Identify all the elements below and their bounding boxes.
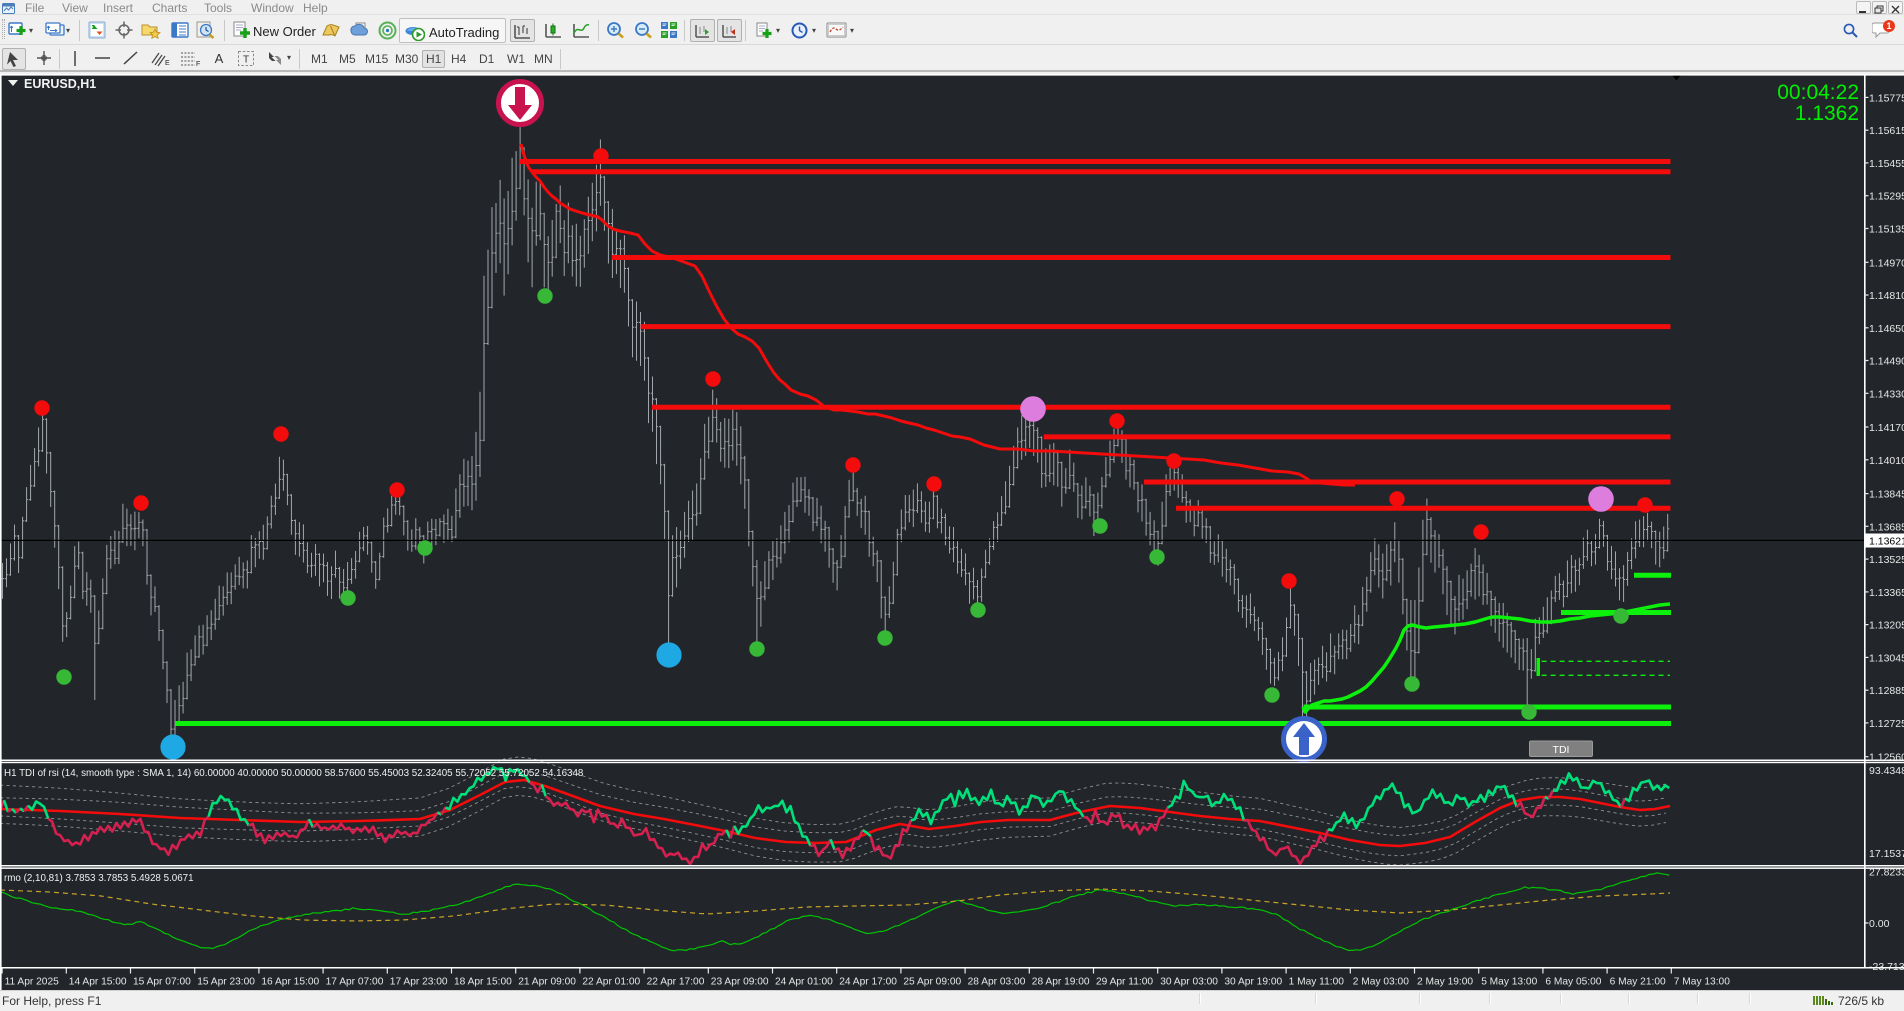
svg-text:17 Apr 07:00: 17 Apr 07:00 [326, 977, 384, 988]
svg-text:30 Apr 19:00: 30 Apr 19:00 [1224, 977, 1282, 988]
svg-text:1.14170: 1.14170 [1869, 422, 1904, 434]
svg-text:29 Apr 11:00: 29 Apr 11:00 [1096, 977, 1153, 988]
svg-text:1.13845: 1.13845 [1869, 489, 1904, 501]
svg-text:1.14970: 1.14970 [1869, 257, 1904, 269]
svg-text:28 Apr 03:00: 28 Apr 03:00 [968, 977, 1026, 988]
svg-text:22 Apr 01:00: 22 Apr 01:00 [582, 977, 640, 988]
svg-text:1.13685: 1.13685 [1869, 521, 1904, 533]
svg-text:23 Apr 09:00: 23 Apr 09:00 [711, 977, 769, 988]
svg-text:1.14650: 1.14650 [1869, 323, 1904, 335]
svg-text:1.13525: 1.13525 [1869, 554, 1904, 566]
svg-text:EURUSD,H1: EURUSD,H1 [24, 77, 96, 91]
svg-text:0.00: 0.00 [1869, 918, 1890, 930]
svg-text:1 May 11:00: 1 May 11:00 [1289, 977, 1345, 988]
svg-text:2 May 19:00: 2 May 19:00 [1417, 977, 1473, 988]
svg-text:1.15135: 1.15135 [1869, 224, 1904, 236]
svg-text:1.14010: 1.14010 [1869, 455, 1904, 467]
svg-text:1.13205: 1.13205 [1869, 620, 1904, 632]
svg-text:7 May 13:00: 7 May 13:00 [1674, 977, 1730, 988]
svg-text:1.15615: 1.15615 [1869, 125, 1904, 137]
svg-text:24 Apr 17:00: 24 Apr 17:00 [839, 977, 897, 988]
svg-text:00:04:22: 00:04:22 [1777, 81, 1859, 104]
svg-text:rmo (2,10,81) 3.7853 3.7853 5.: rmo (2,10,81) 3.7853 3.7853 5.4928 5.067… [4, 873, 194, 884]
svg-text:A: A [215, 51, 224, 66]
svg-text:6 May 05:00: 6 May 05:00 [1545, 977, 1601, 988]
svg-text:28 Apr 19:00: 28 Apr 19:00 [1032, 977, 1090, 988]
svg-text:22 Apr 17:00: 22 Apr 17:00 [647, 977, 705, 988]
svg-text:1.15455: 1.15455 [1869, 158, 1904, 170]
svg-text:TDI: TDI [1553, 744, 1570, 756]
svg-text:21 Apr 09:00: 21 Apr 09:00 [518, 977, 576, 988]
svg-text:24 Apr 01:00: 24 Apr 01:00 [775, 977, 833, 988]
svg-text:1.14810: 1.14810 [1869, 290, 1904, 302]
svg-text:18 Apr 15:00: 18 Apr 15:00 [454, 977, 512, 988]
svg-text:1.14490: 1.14490 [1869, 356, 1904, 368]
svg-text:T: T [243, 55, 249, 66]
svg-text:1.15295: 1.15295 [1869, 191, 1904, 203]
svg-text:6 May 21:00: 6 May 21:00 [1610, 977, 1666, 988]
svg-text:1.15775: 1.15775 [1869, 92, 1904, 104]
svg-text:15 Apr 07:00: 15 Apr 07:00 [133, 977, 191, 988]
svg-text:1.1362: 1.1362 [1795, 102, 1859, 125]
svg-text:11 Apr 2025: 11 Apr 2025 [5, 977, 60, 988]
svg-text:2 May 03:00: 2 May 03:00 [1353, 977, 1409, 988]
svg-text:1.12560: 1.12560 [1869, 752, 1904, 764]
svg-text:H1 TDI of rsi (14, smooth typ: H1 TDI of rsi (14, smooth type : SMA 1, … [4, 768, 584, 779]
svg-text:1.13621: 1.13621 [1869, 536, 1904, 548]
svg-text:17 Apr 23:00: 17 Apr 23:00 [390, 977, 448, 988]
svg-text:E: E [165, 60, 170, 67]
svg-text:1.13365: 1.13365 [1869, 587, 1904, 599]
svg-text:14 Apr 15:00: 14 Apr 15:00 [69, 977, 127, 988]
svg-text:1.14330: 1.14330 [1869, 388, 1904, 400]
svg-text:1.13045: 1.13045 [1869, 652, 1904, 664]
svg-text:1.12885: 1.12885 [1869, 685, 1904, 697]
svg-text:1: 1 [1886, 21, 1891, 31]
svg-text:5 May 13:00: 5 May 13:00 [1481, 977, 1537, 988]
svg-text:16 Apr 15:00: 16 Apr 15:00 [261, 977, 319, 988]
svg-text:1.12725: 1.12725 [1869, 718, 1904, 730]
svg-text:30 Apr 03:00: 30 Apr 03:00 [1160, 977, 1218, 988]
svg-text:93.43483: 93.43483 [1869, 765, 1904, 777]
svg-text:25 Apr 09:00: 25 Apr 09:00 [903, 977, 961, 988]
svg-text:17.15374: 17.15374 [1869, 848, 1904, 860]
svg-text:F: F [196, 61, 200, 67]
svg-text:15 Apr 23:00: 15 Apr 23:00 [197, 977, 255, 988]
